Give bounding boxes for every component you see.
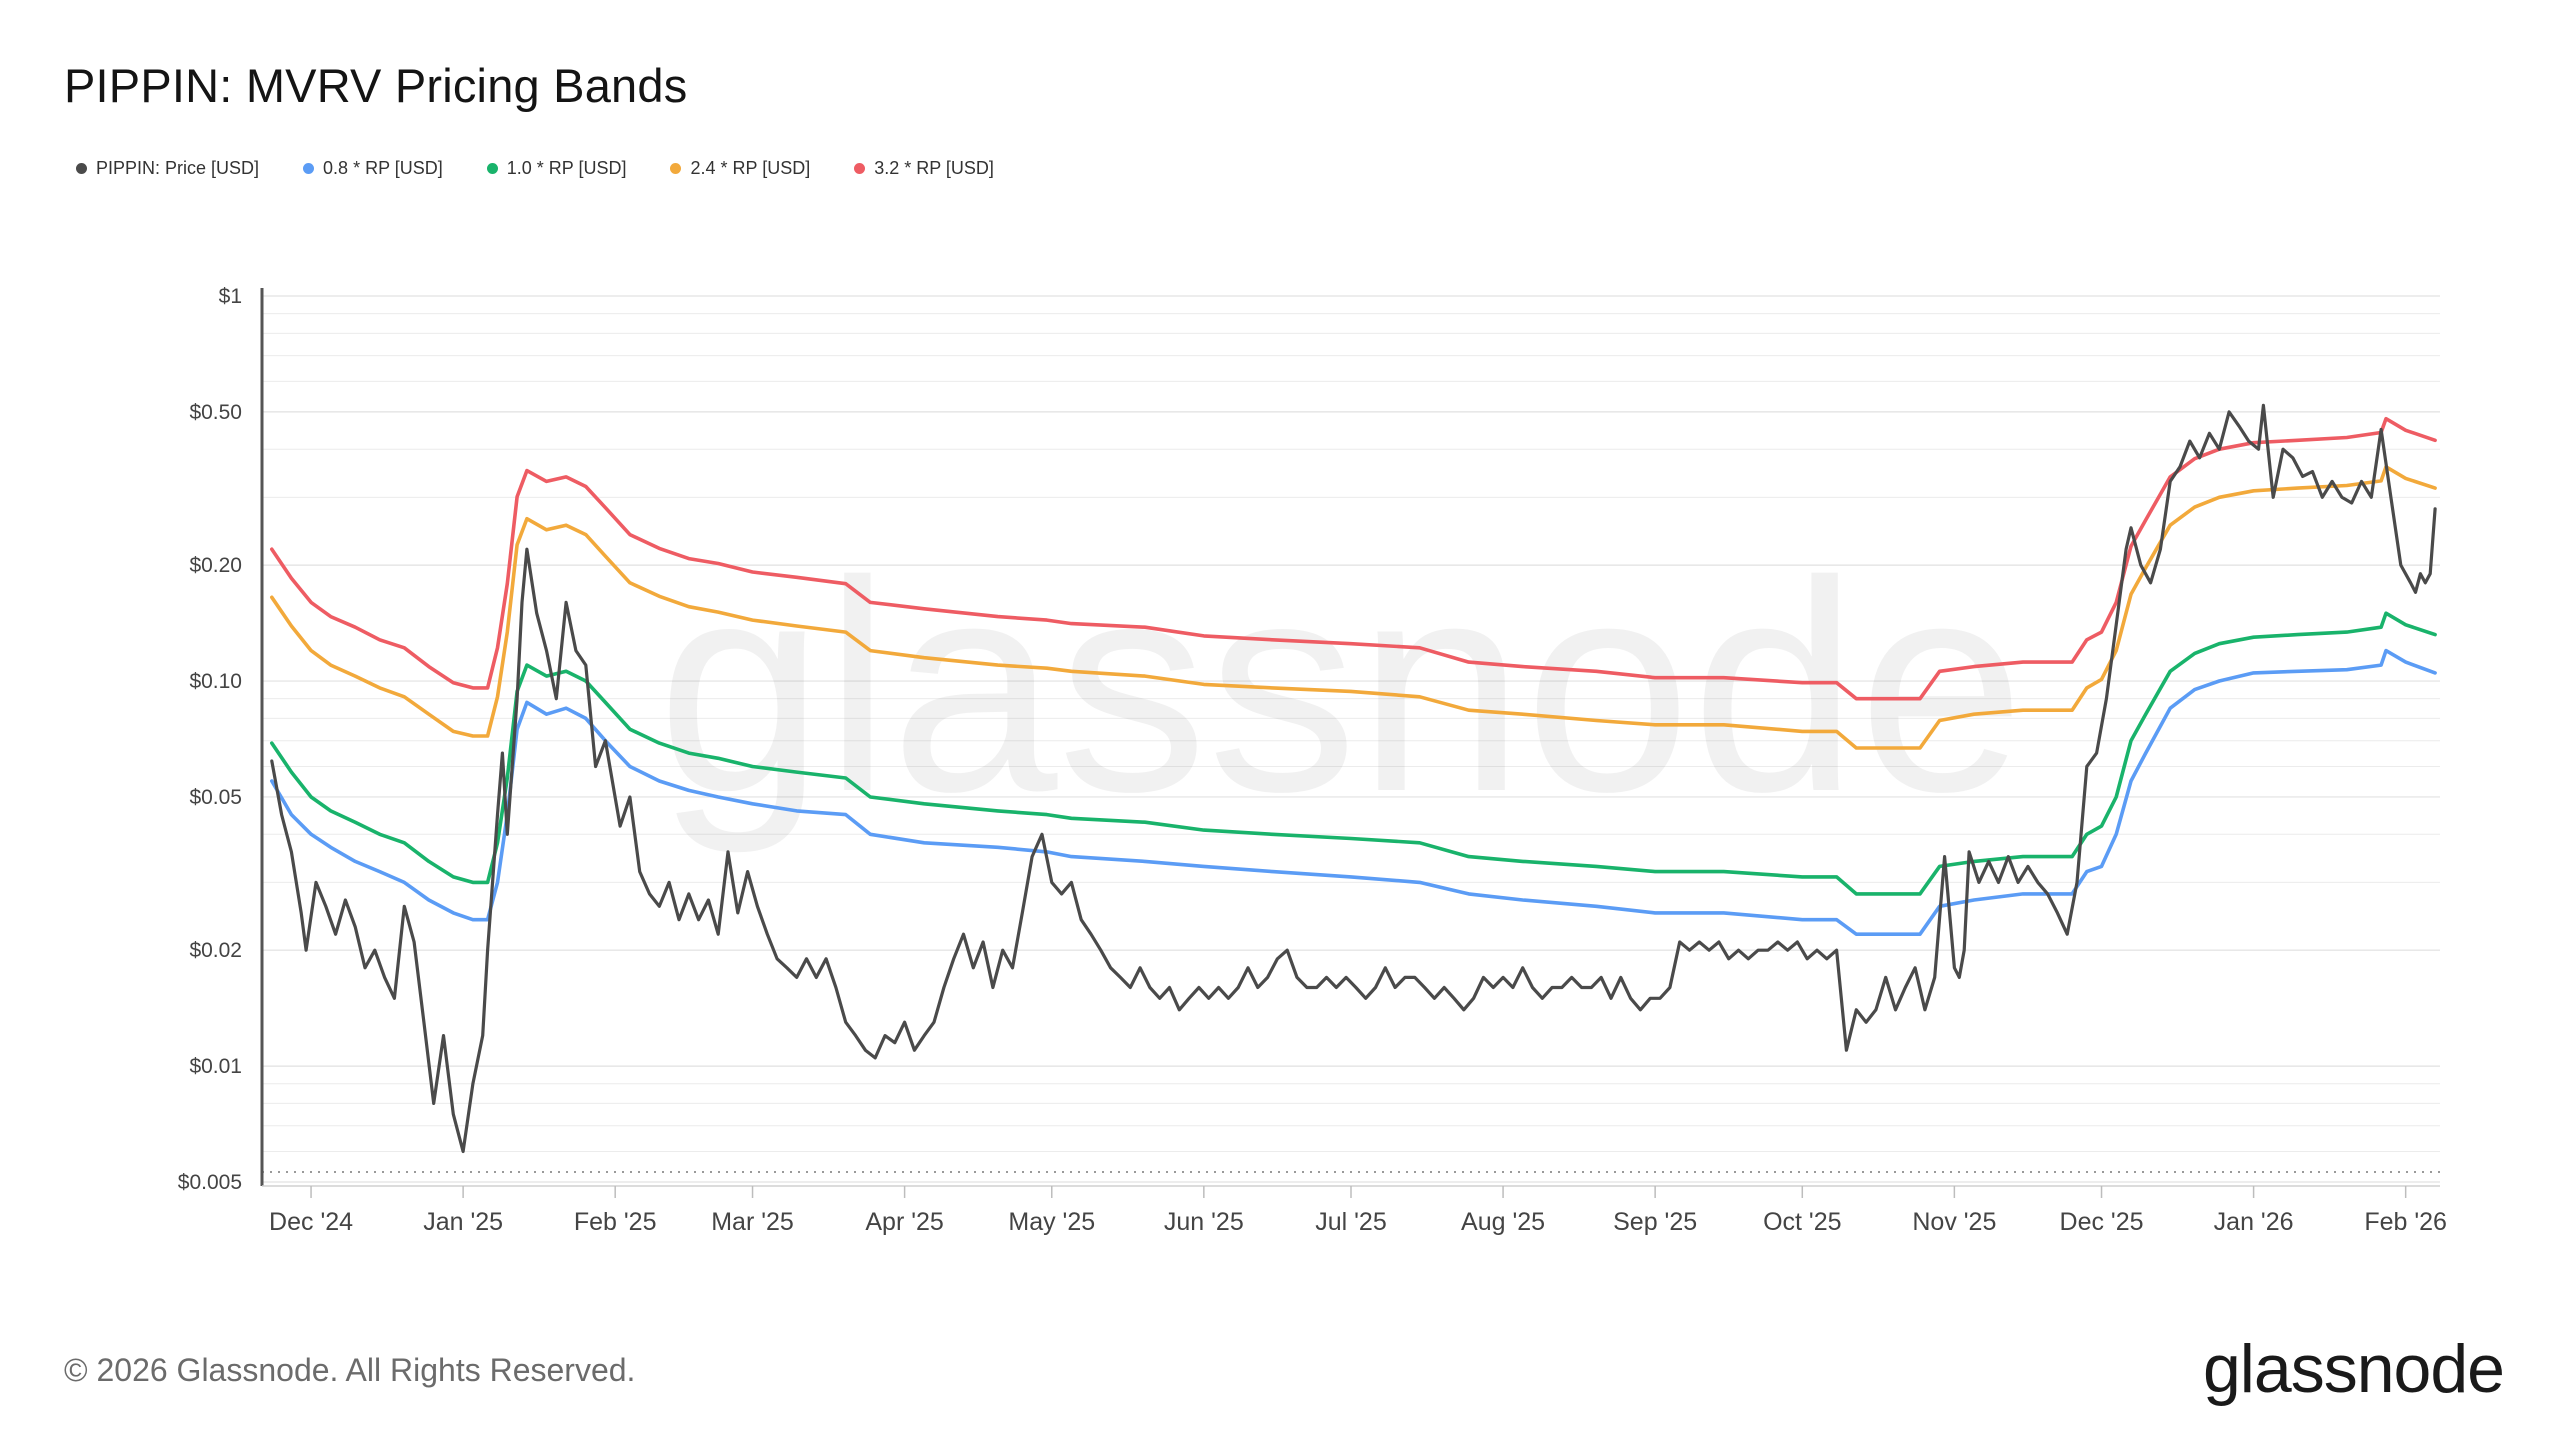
x-tick-label: Jan '26 xyxy=(2214,1208,2294,1236)
legend-item[interactable]: 2.4 * RP [USD] xyxy=(670,158,810,179)
y-tick-label: $0.01 xyxy=(189,1055,242,1078)
legend-item[interactable]: 3.2 * RP [USD] xyxy=(854,158,994,179)
chart-title: PIPPIN: MVRV Pricing Bands xyxy=(64,59,688,112)
x-tick-label: Sep '25 xyxy=(1613,1208,1697,1236)
legend-item[interactable]: 1.0 * RP [USD] xyxy=(486,158,627,179)
x-tick-label: May '25 xyxy=(1008,1208,1095,1236)
y-tick-label: $0.50 xyxy=(189,401,242,424)
x-tick-label: Apr '25 xyxy=(865,1208,943,1236)
chart-legend: PIPPIN: Price [USD] 0.8 * RP [USD] 1.0 * R… xyxy=(76,158,1038,179)
x-tick-label: Aug '25 xyxy=(1461,1208,1545,1236)
legend-label: 1.0 * RP [USD] xyxy=(506,158,627,178)
x-tick-label: Jan '25 xyxy=(423,1208,503,1236)
brand-logo: glassnode xyxy=(2202,1331,2505,1407)
series-line xyxy=(270,465,2437,750)
x-tick-label: Dec '24 xyxy=(269,1208,353,1236)
y-tick-label: $0.05 xyxy=(189,786,242,809)
x-tick-label: Feb '26 xyxy=(2364,1208,2447,1236)
y-tick-label: $0.02 xyxy=(189,939,242,962)
legend-dot-icon xyxy=(486,163,498,174)
x-tick-label: Mar '25 xyxy=(711,1208,794,1236)
legend-item[interactable]: 0.8 * RP [USD] xyxy=(303,158,443,179)
y-tick-label: $0.005 xyxy=(178,1171,242,1194)
legend-label: 0.8 * RP [USD] xyxy=(323,158,443,178)
legend-dot-icon xyxy=(303,163,315,174)
legend-label: 2.4 * RP [USD] xyxy=(690,158,811,178)
y-tick-label: $0.10 xyxy=(189,670,242,693)
y-tick-label: $1 xyxy=(219,285,242,308)
x-tick-label: Jun '25 xyxy=(1164,1208,1244,1236)
x-tick-label: Oct '25 xyxy=(1763,1208,1841,1236)
legend-label: 3.2 * RP [USD] xyxy=(874,158,994,178)
legend-dot-icon xyxy=(76,163,87,174)
x-tick-label: Feb '25 xyxy=(574,1208,657,1236)
series-line xyxy=(270,416,2437,701)
watermark: glassnode xyxy=(657,518,2025,856)
y-tick-label: $0.20 xyxy=(189,554,242,577)
legend-item[interactable]: PIPPIN: Price [USD] xyxy=(76,158,259,179)
x-tick-label: Dec '25 xyxy=(2060,1208,2144,1236)
legend-dot-icon xyxy=(670,163,682,174)
x-tick-label: Jul '25 xyxy=(1315,1208,1386,1236)
legend-label: PIPPIN: Price [USD] xyxy=(96,158,260,178)
legend-dot-icon xyxy=(854,163,866,174)
series-line xyxy=(270,403,2437,1154)
x-tick-label: Nov '25 xyxy=(1912,1208,1996,1236)
copyright-footer: © 2026 Glassnode. All Rights Reserved. xyxy=(64,1352,636,1388)
